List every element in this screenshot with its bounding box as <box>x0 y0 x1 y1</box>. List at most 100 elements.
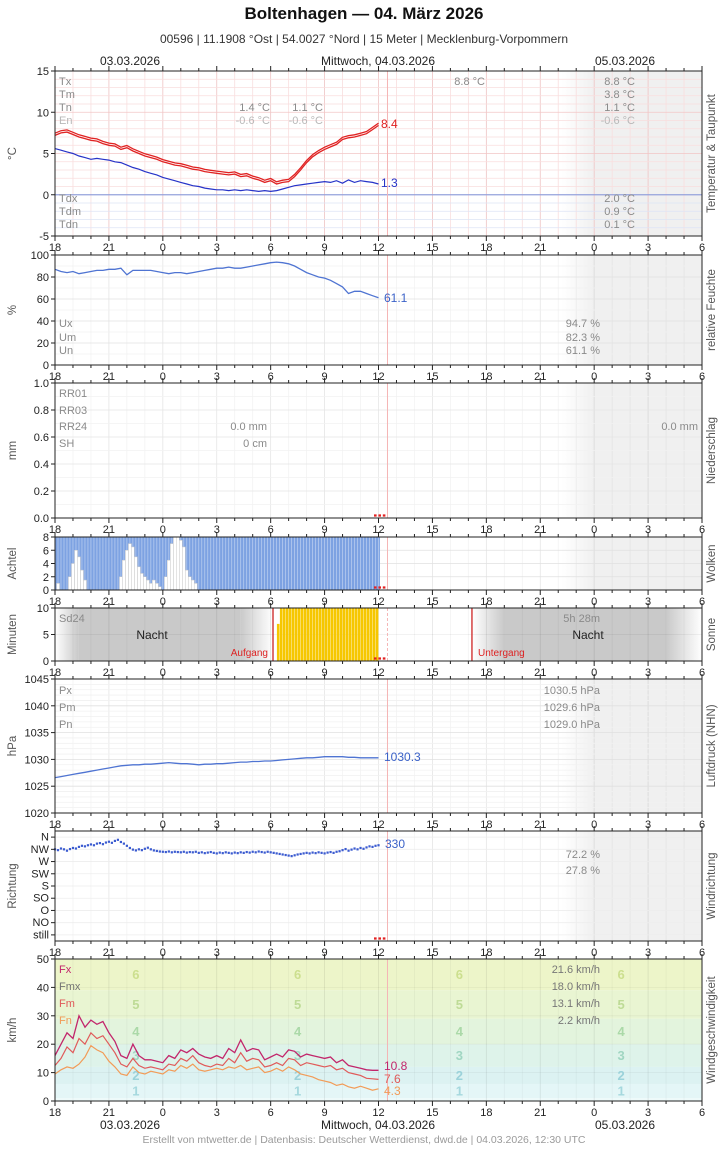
svg-text:20: 20 <box>37 338 49 350</box>
svg-text:8.8 °C: 8.8 °C <box>604 76 635 88</box>
svg-text:4: 4 <box>456 1024 464 1039</box>
svg-text:21: 21 <box>534 524 546 536</box>
svg-text:RR03: RR03 <box>59 405 87 417</box>
svg-text:10: 10 <box>37 603 49 615</box>
svg-text:3: 3 <box>645 667 651 679</box>
svg-text:1040: 1040 <box>25 701 49 713</box>
panel-precip: RR01 RR03 RR24 SH 0.0 mm 0 cm 0.0 mm 1.0 0.8 0.6 0… <box>7 378 718 536</box>
svg-text:Luftdruck (NHN): Luftdruck (NHN) <box>706 704 718 787</box>
svg-text:4: 4 <box>132 1024 140 1039</box>
svg-text:N: N <box>41 832 49 844</box>
svg-text:0: 0 <box>160 371 166 383</box>
svg-text:18: 18 <box>480 242 492 254</box>
svg-text:18: 18 <box>49 667 61 679</box>
svg-text:21: 21 <box>103 1107 115 1119</box>
svg-text:1.4 °C: 1.4 °C <box>239 102 270 114</box>
svg-text:15: 15 <box>426 596 438 608</box>
svg-text:0 cm: 0 cm <box>243 438 267 450</box>
svg-text:1025: 1025 <box>25 781 49 793</box>
svg-text:1030: 1030 <box>25 754 49 766</box>
svg-text:10: 10 <box>37 107 49 119</box>
svg-text:0.1 °C: 0.1 °C <box>604 219 635 231</box>
svg-text:21: 21 <box>103 947 115 959</box>
svg-text:Fn: Fn <box>59 1015 72 1027</box>
svg-text:12: 12 <box>372 371 384 383</box>
date-center: Mittwoch, 04.03.2026 <box>320 1118 436 1132</box>
svg-text:7.6: 7.6 <box>384 1072 401 1086</box>
svg-text:3: 3 <box>214 596 220 608</box>
svg-text:94.7 %: 94.7 % <box>566 318 600 330</box>
svg-text:21: 21 <box>103 667 115 679</box>
svg-text:18: 18 <box>49 947 61 959</box>
svg-text:1035: 1035 <box>25 728 49 740</box>
svg-text:Tdx: Tdx <box>59 193 78 205</box>
svg-text:SW: SW <box>31 868 49 880</box>
svg-text:9: 9 <box>322 371 328 383</box>
svg-text:6: 6 <box>268 947 274 959</box>
svg-text:En: En <box>59 115 72 127</box>
credit-line: Erstellt von mtwetter.de | Datenbasis: D… <box>142 1134 586 1146</box>
svg-text:21: 21 <box>534 371 546 383</box>
svg-text:0: 0 <box>591 1107 597 1119</box>
svg-text:10: 10 <box>37 1068 49 1080</box>
date-center: Mittwoch, 04.03.2026 <box>320 54 436 68</box>
svg-text:Tx: Tx <box>59 76 72 88</box>
svg-text:Fmx: Fmx <box>59 981 81 993</box>
svg-text:1: 1 <box>618 1084 625 1099</box>
svg-text:0: 0 <box>160 524 166 536</box>
svg-text:°C: °C <box>7 147 19 160</box>
svg-text:5: 5 <box>43 630 49 642</box>
svg-text:5: 5 <box>294 997 301 1012</box>
svg-text:0: 0 <box>43 585 49 597</box>
svg-text:1.3: 1.3 <box>381 176 398 190</box>
svg-text:6: 6 <box>268 819 274 831</box>
svg-text:21: 21 <box>103 524 115 536</box>
svg-text:Minuten: Minuten <box>7 614 19 655</box>
svg-text:18: 18 <box>480 524 492 536</box>
svg-text:Wolken: Wolken <box>706 544 718 582</box>
svg-text:18: 18 <box>480 371 492 383</box>
svg-text:9: 9 <box>322 947 328 959</box>
svg-text:0: 0 <box>43 656 49 668</box>
svg-text:2: 2 <box>43 572 49 584</box>
svg-text:21.6 km/h: 21.6 km/h <box>552 964 600 976</box>
svg-text:6: 6 <box>699 947 705 959</box>
svg-text:Tm: Tm <box>59 89 75 101</box>
svg-text:3: 3 <box>214 819 220 831</box>
svg-text:18: 18 <box>480 1107 492 1119</box>
svg-text:6: 6 <box>699 242 705 254</box>
svg-text:18: 18 <box>49 524 61 536</box>
svg-text:21: 21 <box>103 819 115 831</box>
svg-text:Achtel: Achtel <box>7 548 19 580</box>
svg-text:Pm: Pm <box>59 702 76 714</box>
svg-text:0: 0 <box>591 371 597 383</box>
svg-text:21: 21 <box>534 242 546 254</box>
date-left: 03.03.2026 <box>99 1118 161 1132</box>
svg-text:18: 18 <box>480 596 492 608</box>
station-info: 00596 | 11.1908 °Ost | 54.0027 °Nord | 1… <box>159 32 569 46</box>
svg-text:SH: SH <box>59 438 74 450</box>
svg-text:12: 12 <box>372 667 384 679</box>
svg-text:12: 12 <box>372 596 384 608</box>
svg-text:6: 6 <box>268 524 274 536</box>
svg-text:50: 50 <box>37 954 49 966</box>
svg-text:1030.5 hPa: 1030.5 hPa <box>544 685 601 697</box>
svg-text:S: S <box>42 881 49 893</box>
svg-text:15: 15 <box>426 819 438 831</box>
svg-text:3: 3 <box>294 1048 301 1063</box>
svg-text:20: 20 <box>37 1039 49 1051</box>
svg-text:6: 6 <box>132 967 139 982</box>
svg-text:1045: 1045 <box>25 674 49 686</box>
svg-text:Aufgang: Aufgang <box>231 648 268 659</box>
svg-text:1: 1 <box>294 1084 301 1099</box>
svg-text:0: 0 <box>160 947 166 959</box>
svg-text:3: 3 <box>214 242 220 254</box>
svg-text:0.2: 0.2 <box>34 486 49 498</box>
svg-text:6: 6 <box>699 524 705 536</box>
svg-text:2: 2 <box>132 1068 139 1083</box>
svg-text:4.3: 4.3 <box>384 1084 401 1098</box>
svg-text:3: 3 <box>214 947 220 959</box>
svg-text:80: 80 <box>37 272 49 284</box>
svg-text:10.8: 10.8 <box>384 1059 408 1073</box>
